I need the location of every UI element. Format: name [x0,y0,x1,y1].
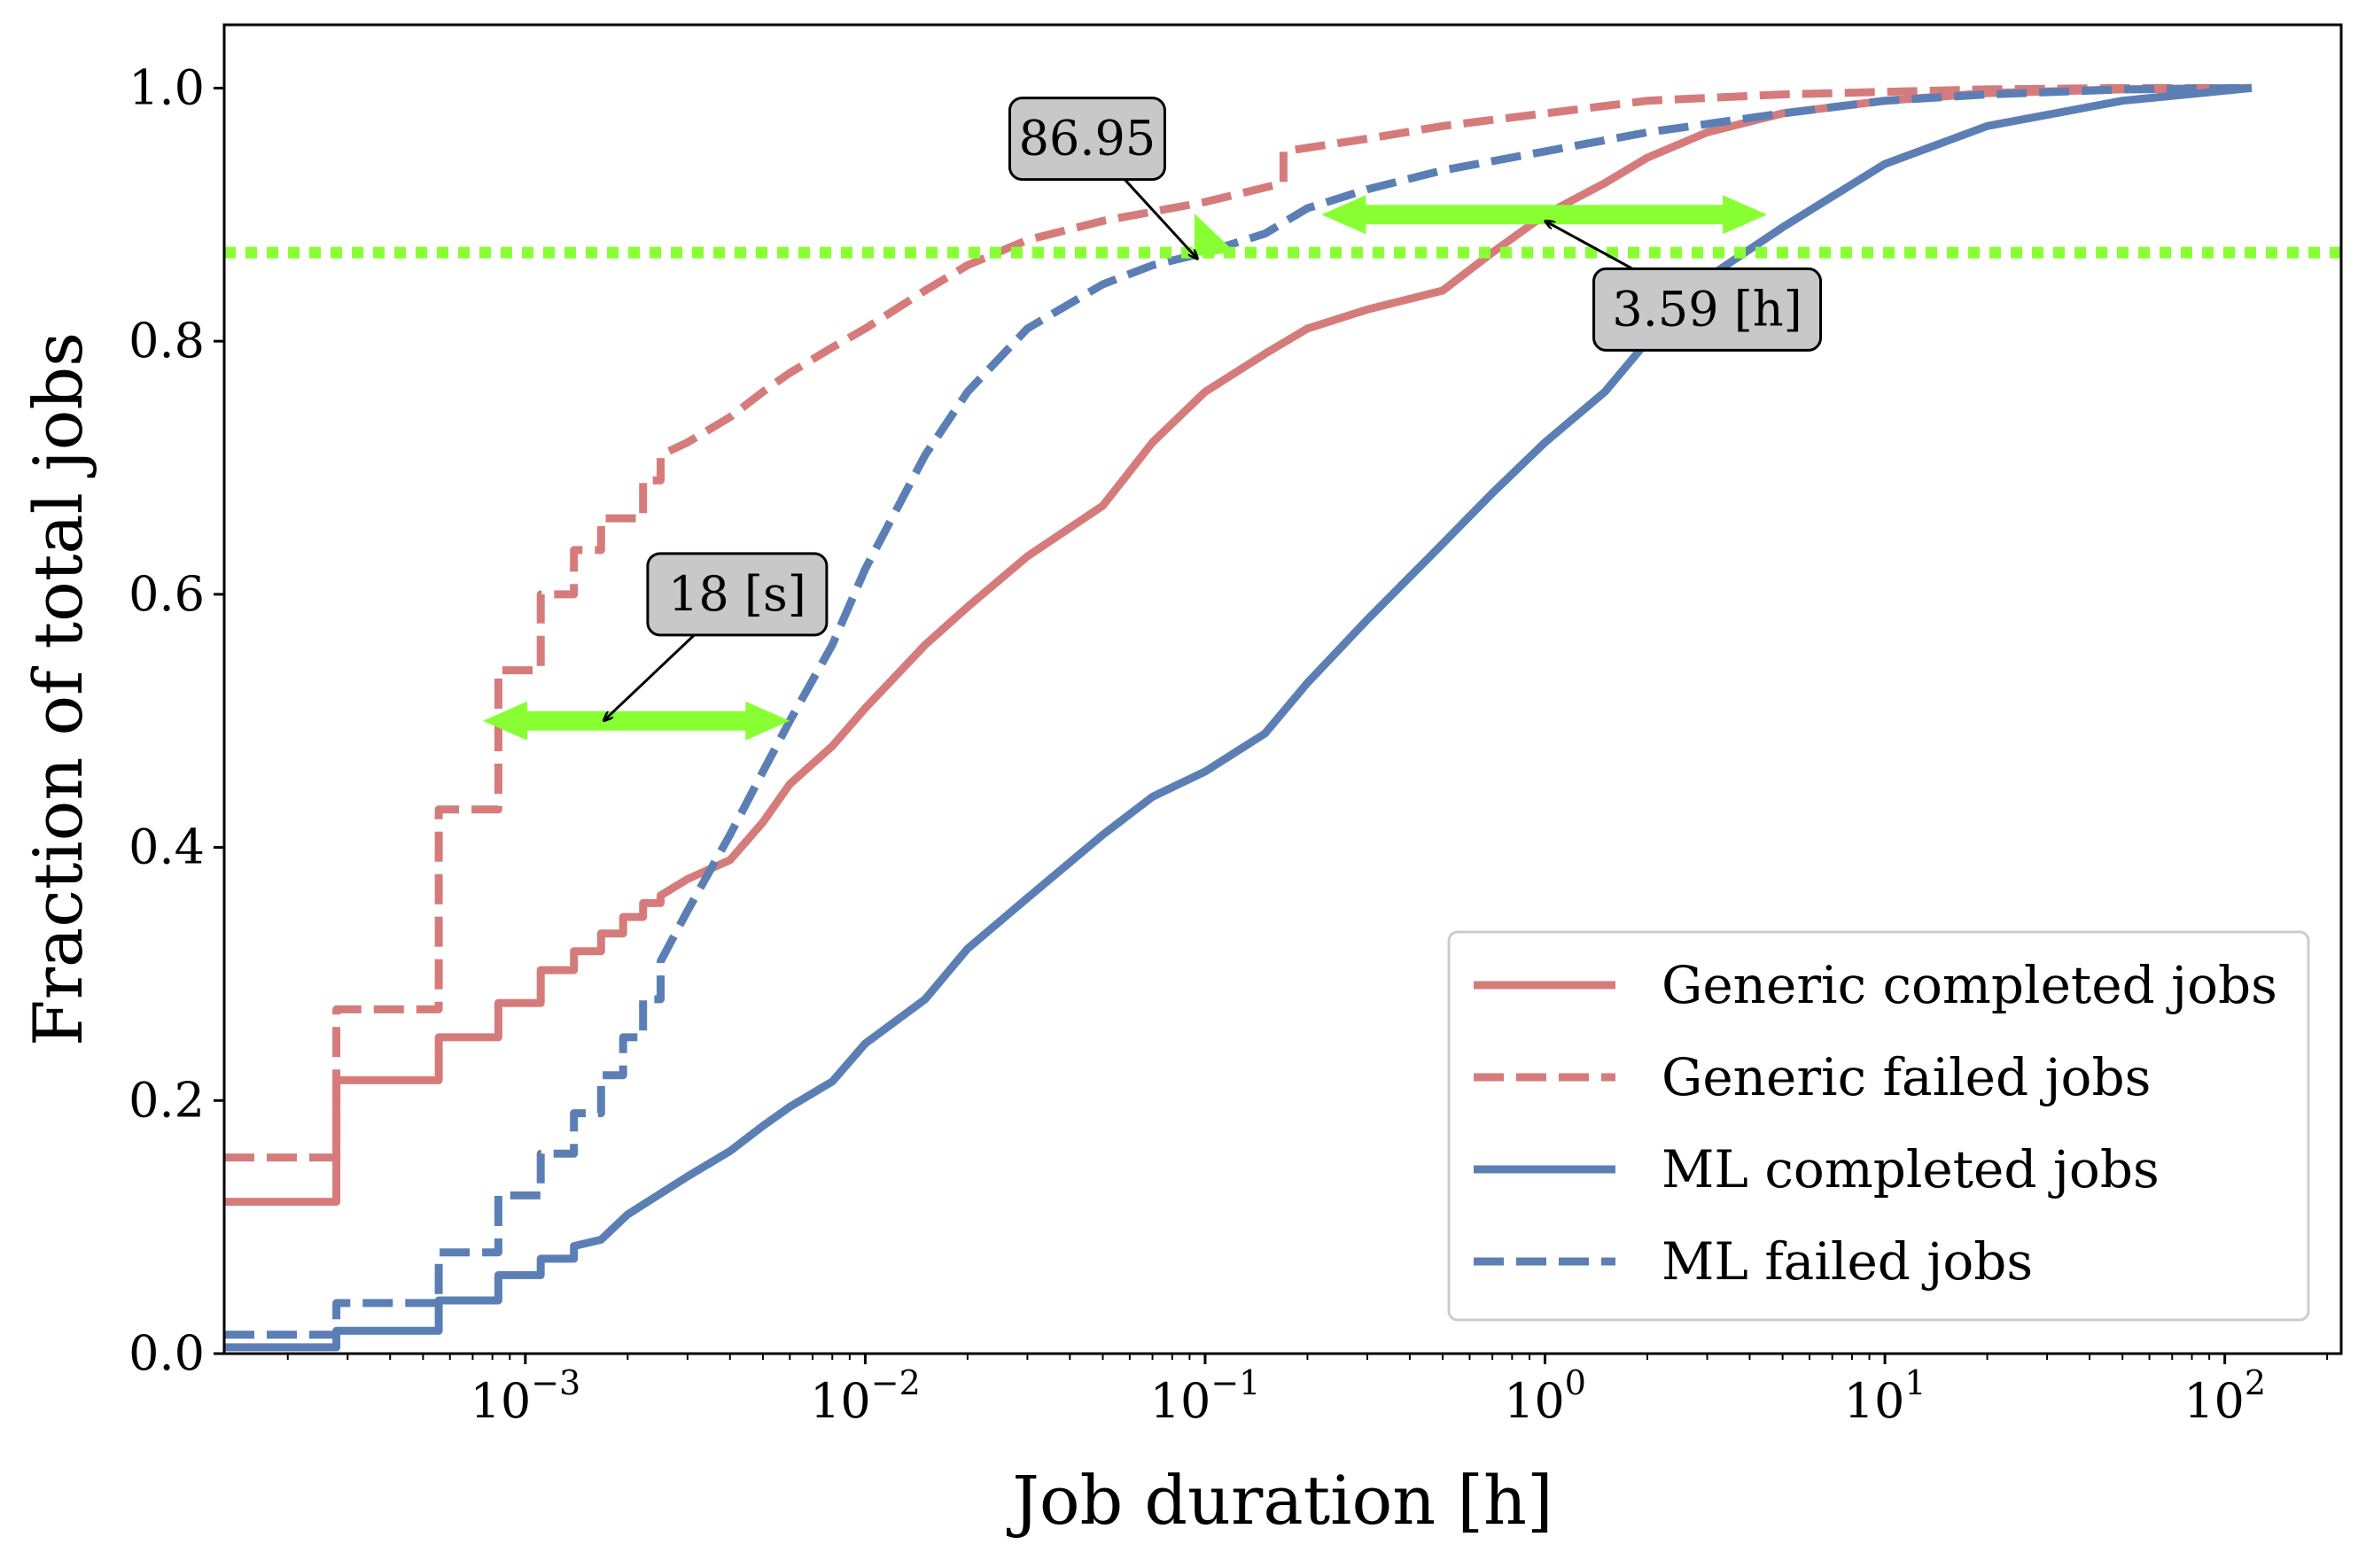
annotation-box [1008,97,1166,182]
range-arrow-2 [1321,195,1768,235]
annotation-arrow [1124,178,1197,260]
series-line-generic-completed-jobs [224,83,2253,1207]
series-group [224,83,2253,1352]
x-tick-label: 102 [2183,1363,2266,1429]
annotation-arrow [603,633,696,721]
annotation-arrow [1545,221,1634,270]
annotation-group: 18 [s] 86.95 3.59 [h] [603,97,1823,721]
series-line-ml-completed-jobs [224,83,2253,1352]
x-tick-label: 10−2 [810,1363,921,1429]
annotation-box [1592,267,1823,352]
legend-label-ml-completed-jobs: ML completed jobs [1662,1139,2160,1199]
y-axis-label: Fraction of total jobs [19,332,97,1046]
legend-box [1447,930,2310,1322]
annotation-text: 18 [s] [668,566,806,622]
x-tick-label: 100 [1504,1363,1586,1429]
series-line-ml-failed-jobs [224,83,2253,1339]
y-tick-label: 0.8 [128,313,205,369]
legend: Generic completed jobs Generic failed job… [1447,930,2310,1322]
reference-marker [1194,213,1235,257]
y-tick-label: 0.2 [128,1072,205,1128]
legend-label-generic-completed-jobs: Generic completed jobs [1662,955,2277,1015]
x-axis-label: Job duration [h] [1006,1461,1553,1540]
y-tick-label: 1.0 [128,59,205,115]
tick-group: 0.0 0.2 0.4 0.6 0.8 1.0 10−3 10−2 10−1 100 101 102 [128,59,2329,1429]
annotation-2: 86.95 [1008,97,1197,260]
range-arrow-1 [482,701,790,741]
legend-label-ml-failed-jobs: ML failed jobs [1662,1231,2033,1292]
annotation-box [646,552,829,637]
annotation-text: 86.95 [1019,111,1156,167]
annotation-1: 18 [s] [603,552,829,721]
y-tick-label: 0.0 [128,1325,205,1381]
overlay-group [224,195,2341,741]
x-tick-label: 10−3 [470,1363,580,1429]
y-tick-label: 0.4 [128,819,205,875]
annotation-text: 3.59 [h] [1612,281,1802,337]
y-tick-label: 0.6 [128,566,205,622]
plot-frame [222,23,2343,1355]
series-line-generic-failed-jobs [224,83,2252,1162]
legend-label-generic-failed-jobs: Generic failed jobs [1662,1047,2151,1107]
x-tick-label: 101 [1844,1363,1926,1429]
annotation-3: 3.59 [h] [1545,221,1823,352]
x-tick-label: 10−1 [1150,1363,1261,1429]
